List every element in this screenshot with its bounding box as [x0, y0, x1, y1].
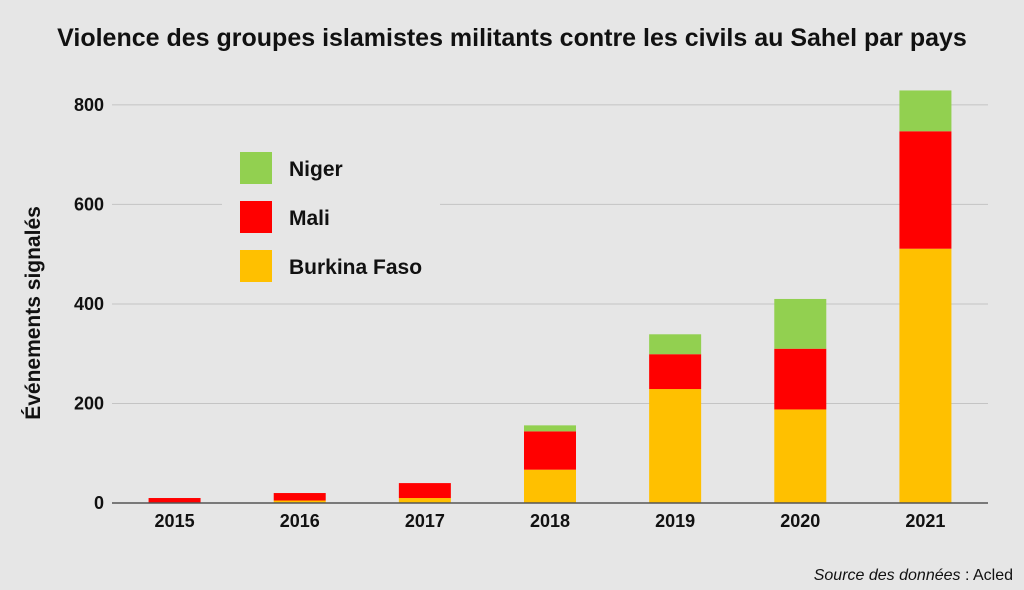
legend-swatch-niger: [240, 152, 272, 184]
x-tick-label: 2020: [780, 511, 820, 531]
y-tick-label: 400: [74, 294, 104, 314]
x-tick-label: 2019: [655, 511, 695, 531]
bar-mali-2019: [649, 354, 702, 390]
legend-swatch-mali: [240, 201, 272, 233]
bar-mali-2017: [398, 483, 451, 499]
legend-label-niger: Niger: [289, 158, 343, 181]
bar-burkina-faso-2017: [398, 498, 451, 503]
x-tick-label: 2021: [905, 511, 945, 531]
x-tick-labels: 2015 2016 2017 2018 2019 2020 2021: [155, 511, 946, 531]
bar-mali-2021: [899, 131, 952, 249]
bar-niger-2018: [524, 425, 576, 432]
legend-label-burkina-faso: Burkina Faso: [289, 256, 422, 279]
bar-mali-2016: [273, 493, 326, 501]
source-separator: :: [961, 567, 973, 584]
y-tick-label: 600: [74, 194, 104, 214]
bars: [148, 90, 952, 503]
y-tick-label: 0: [94, 493, 104, 513]
source-note: Source des données : Acled: [814, 567, 1013, 584]
x-tick-label: 2016: [280, 511, 320, 531]
y-tick-label: 200: [74, 393, 104, 413]
bar-niger-2021: [899, 90, 952, 132]
x-tick-label: 2017: [405, 511, 445, 531]
legend-swatch-burkina-faso: [240, 250, 272, 282]
bar-mali-2015: [148, 498, 201, 503]
x-tick-label: 2015: [155, 511, 195, 531]
y-axis-label: Événements signalés: [22, 206, 45, 420]
chart-title: Violence des groupes islamistes militant…: [57, 24, 967, 52]
source-value: Acled: [973, 567, 1013, 584]
bar-burkina-faso-2019: [649, 389, 702, 503]
source-label: Source des données: [814, 567, 961, 584]
bar-niger-2019: [649, 334, 702, 355]
y-tick-label: 800: [74, 95, 104, 115]
legend: Niger Mali Burkina Faso: [222, 140, 440, 292]
x-tick-label: 2018: [530, 511, 570, 531]
legend-label-mali: Mali: [289, 207, 330, 230]
bar-burkina-faso-2021: [899, 248, 952, 503]
bar-burkina-faso-2020: [774, 409, 827, 503]
bar-mali-2018: [524, 431, 576, 470]
bar-mali-2020: [774, 348, 827, 410]
bar-burkina-faso-2018: [524, 469, 576, 503]
bar-burkina-faso-2016: [273, 500, 326, 503]
y-tick-labels: 0 200 400 600 800: [74, 95, 104, 513]
bar-niger-2020: [774, 298, 827, 349]
